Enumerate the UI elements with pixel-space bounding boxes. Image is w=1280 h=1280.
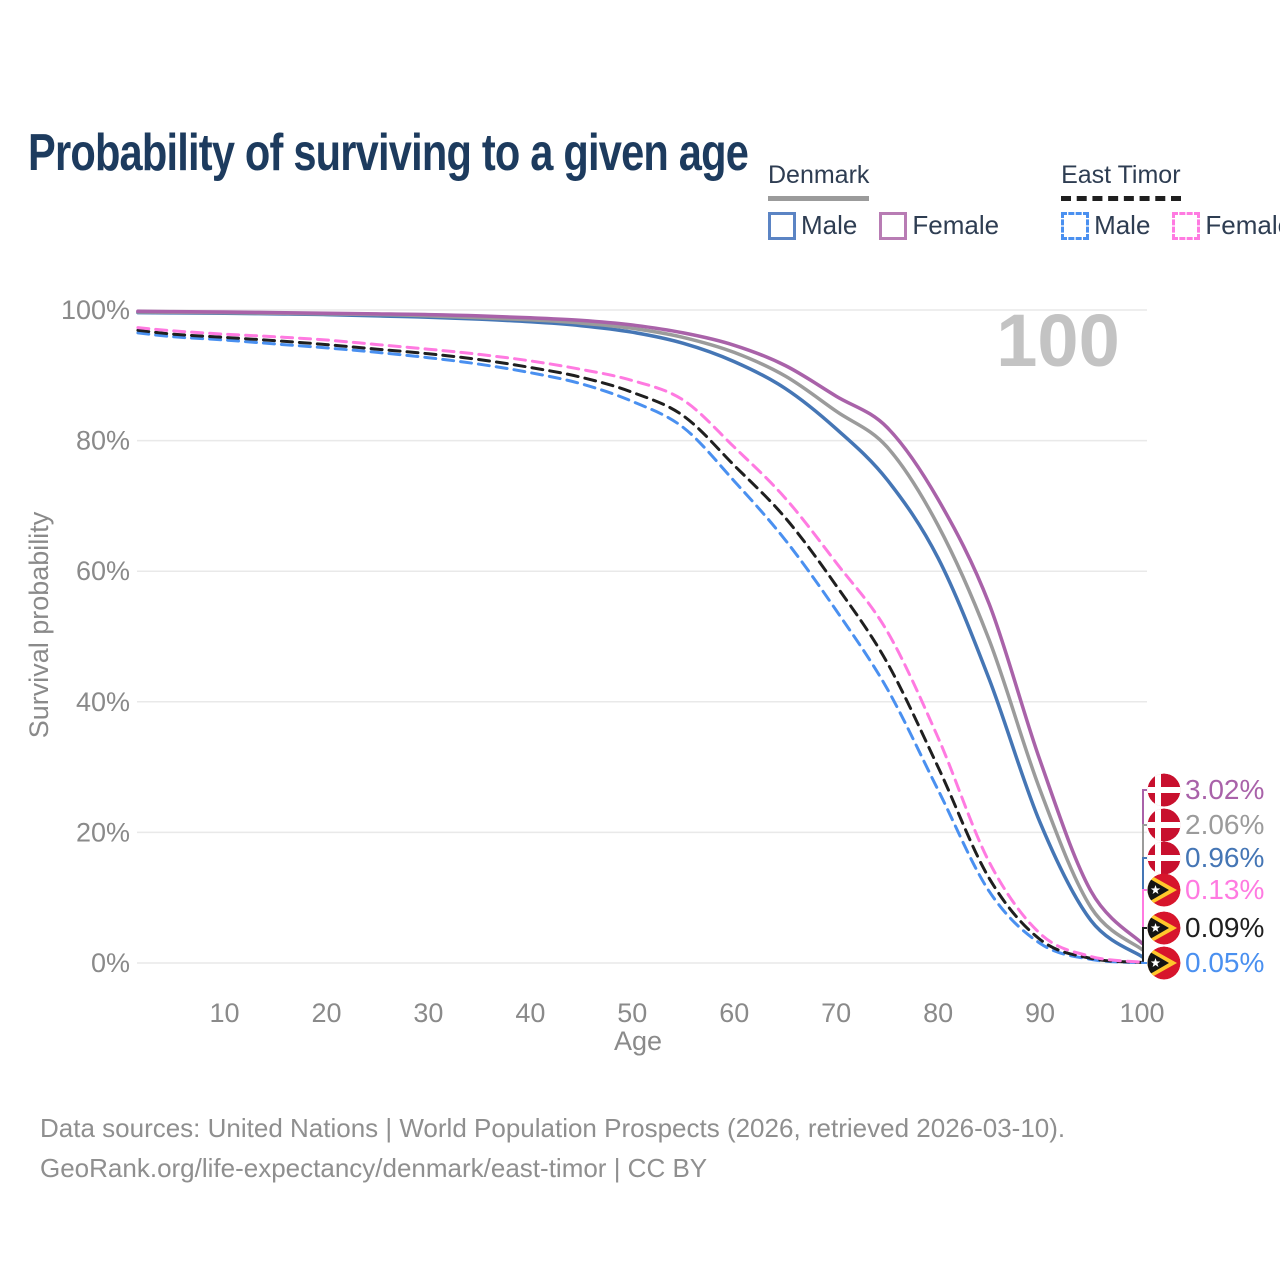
x-tick-label: 60 bbox=[719, 998, 749, 1028]
x-tick-label: 10 bbox=[210, 998, 240, 1028]
flag-icon-east-timor bbox=[1147, 911, 1181, 945]
legend-item-label: Male bbox=[801, 210, 858, 240]
legend-item-east-timor-female[interactable]: Female bbox=[1172, 210, 1280, 241]
y-axis-title: Survival probability bbox=[24, 511, 54, 738]
flag-icon-east-timor bbox=[1147, 873, 1181, 907]
legend-item-label: Female bbox=[1205, 210, 1280, 240]
x-tick-label: 20 bbox=[311, 998, 341, 1028]
legend-item-east-timor-male[interactable]: Male bbox=[1061, 210, 1150, 241]
legend-item-denmark-female[interactable]: Female bbox=[879, 210, 999, 241]
legend-item-denmark-male[interactable]: Male bbox=[768, 210, 857, 241]
y-tick-label: 60% bbox=[76, 556, 130, 586]
series-line-denmark-female[interactable] bbox=[136, 309, 1144, 946]
y-tick-label: 40% bbox=[76, 687, 130, 717]
east-timor-male-swatch-icon bbox=[1061, 211, 1090, 240]
end-value-label-denmark-male: 0.96% bbox=[1185, 842, 1264, 873]
y-tick-label: 0% bbox=[91, 948, 130, 978]
denmark-male-swatch-icon bbox=[768, 211, 796, 240]
series-line-east-timor[interactable] bbox=[136, 328, 1144, 964]
end-value-label-east-timor-female: 0.13% bbox=[1185, 874, 1264, 905]
x-tick-label: 70 bbox=[821, 998, 851, 1028]
end-value-label-east-timor: 0.09% bbox=[1185, 912, 1264, 943]
flag-icon-denmark bbox=[1147, 841, 1181, 875]
flag-icon-denmark bbox=[1147, 773, 1181, 807]
flag-icon-east-timor bbox=[1147, 946, 1181, 980]
x-axis-title: Age bbox=[614, 1026, 662, 1056]
x-tick-label: 90 bbox=[1025, 998, 1055, 1028]
page-title: Probability of surviving to a given age bbox=[28, 123, 749, 182]
footer-sources-line: Data sources: United Nations | World Pop… bbox=[40, 1113, 1066, 1143]
x-tick-label: 80 bbox=[923, 998, 953, 1028]
flag-icon-denmark bbox=[1147, 808, 1181, 842]
end-value-label-denmark: 2.06% bbox=[1185, 809, 1264, 840]
legend-item-label: Male bbox=[1094, 210, 1151, 240]
x-tick-label: 100 bbox=[1119, 998, 1164, 1028]
denmark-female-swatch-icon bbox=[879, 211, 908, 240]
chart-legend: Denmark Male Female East Timor Male Fema… bbox=[768, 161, 1280, 241]
y-tick-label: 80% bbox=[76, 426, 130, 456]
x-tick-label: 50 bbox=[617, 998, 647, 1028]
x-tick-label: 30 bbox=[413, 998, 443, 1028]
series-line-denmark-male[interactable] bbox=[136, 310, 1144, 959]
series-line-denmark[interactable] bbox=[136, 310, 1144, 952]
end-value-label-denmark-female: 3.02% bbox=[1185, 774, 1264, 805]
series-line-east-timor-male[interactable] bbox=[136, 331, 1144, 965]
legend-group-denmark: Denmark Male Female bbox=[768, 161, 999, 241]
footer-attribution-line: GeoRank.org/life-expectancy/denmark/east… bbox=[40, 1153, 708, 1183]
legend-group-title-denmark: Denmark bbox=[768, 161, 870, 201]
end-value-label-east-timor-male: 0.05% bbox=[1185, 947, 1264, 978]
legend-group-east-timor: East Timor Male Female bbox=[1061, 161, 1280, 241]
data-sources-footer: Data sources: United Nations | World Pop… bbox=[40, 1108, 1065, 1188]
series-line-east-timor-female[interactable] bbox=[136, 326, 1144, 964]
legend-item-label: Female bbox=[912, 210, 1000, 240]
y-tick-label: 20% bbox=[76, 817, 130, 847]
legend-group-title-east-timor: East Timor bbox=[1061, 161, 1181, 201]
x-tick-label: 40 bbox=[515, 998, 545, 1028]
y-tick-label: 100% bbox=[61, 295, 130, 325]
east-timor-female-swatch-icon bbox=[1172, 211, 1201, 240]
age-100-annotation: 100 bbox=[996, 299, 1119, 382]
